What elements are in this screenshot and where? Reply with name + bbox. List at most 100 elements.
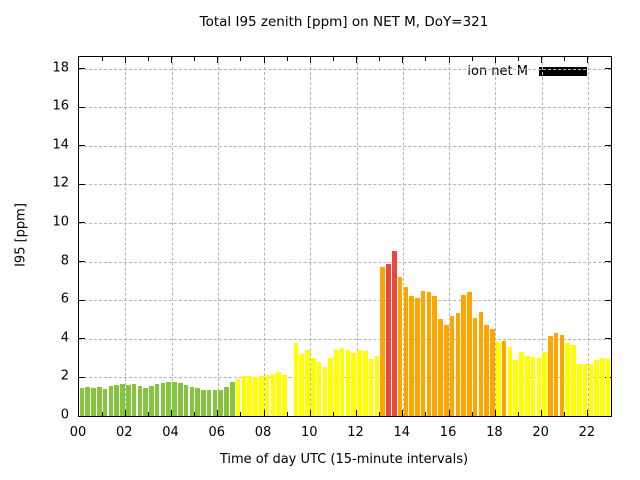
- gridline-v: [449, 57, 451, 416]
- x-tick: [494, 57, 496, 63]
- legend-swatch-icon: [539, 67, 587, 76]
- bar: [91, 388, 96, 416]
- x-tick: [263, 410, 265, 416]
- bar: [496, 341, 501, 416]
- bar: [241, 376, 247, 416]
- x-tick: [356, 410, 358, 416]
- bar: [102, 388, 108, 416]
- bar: [507, 347, 513, 416]
- gridline-v: [217, 57, 219, 416]
- x-tick: [240, 412, 242, 416]
- x-tick: [494, 410, 496, 416]
- y-tick: [79, 376, 85, 378]
- bar: [97, 387, 102, 416]
- y-tick: [79, 145, 85, 147]
- bar: [253, 377, 258, 416]
- y-tick: [605, 338, 611, 340]
- bar: [276, 371, 281, 416]
- x-tick: [448, 57, 450, 63]
- bar: [224, 387, 229, 416]
- x-tick: [471, 412, 473, 416]
- y-tick: [605, 183, 611, 185]
- y-tick: [79, 299, 85, 301]
- bar: [542, 352, 547, 416]
- bar: [258, 376, 264, 416]
- x-tick: [124, 410, 126, 416]
- bar: [548, 335, 553, 416]
- bar: [230, 382, 235, 416]
- bar: [374, 356, 380, 416]
- bar: [588, 363, 594, 416]
- gridline-v: [495, 57, 497, 416]
- legend: ion net M: [467, 64, 587, 79]
- x-tick: [402, 57, 404, 63]
- y-tick: [79, 222, 85, 224]
- x-tick: [171, 410, 173, 416]
- y-tick: [79, 261, 85, 263]
- bar: [577, 363, 582, 416]
- x-tick-label: 00: [69, 425, 87, 440]
- x-tick: [564, 57, 566, 61]
- bar: [108, 386, 114, 416]
- bar: [415, 298, 420, 416]
- bar: [472, 317, 478, 416]
- gridline-h: [79, 68, 611, 70]
- bar: [467, 292, 472, 416]
- y-tick-label: 12: [52, 175, 69, 191]
- bar: [114, 385, 119, 416]
- gridline-h: [79, 338, 611, 340]
- x-tick: [541, 57, 543, 63]
- bar: [79, 388, 85, 416]
- bar: [484, 325, 490, 416]
- bar: [478, 311, 484, 416]
- gridline-v: [541, 57, 543, 416]
- x-tick: [171, 57, 173, 63]
- bar: [351, 353, 357, 416]
- gridline-v: [587, 57, 589, 416]
- gridline-v: [171, 57, 173, 416]
- gridline-h: [79, 300, 611, 302]
- y-tick-label: 4: [60, 330, 69, 346]
- bar: [605, 359, 611, 416]
- bar: [501, 340, 507, 416]
- y-tick-label: 0: [60, 407, 69, 423]
- y-tick: [605, 222, 611, 224]
- x-tick: [379, 412, 381, 416]
- x-tick-label: 10: [301, 425, 318, 440]
- bar: [189, 387, 195, 416]
- bar: [524, 356, 530, 416]
- x-tick: [286, 57, 288, 61]
- bar: [293, 342, 299, 416]
- x-tick-label: 20: [532, 425, 549, 440]
- bar: [131, 384, 137, 416]
- gridline-v: [264, 57, 266, 416]
- x-tick: [517, 57, 519, 61]
- x-tick: [217, 57, 219, 63]
- x-tick: [309, 57, 311, 63]
- bar: [172, 382, 177, 416]
- bar: [235, 379, 241, 416]
- bar: [201, 389, 206, 416]
- x-tick-label: 16: [439, 425, 457, 440]
- bar: [178, 383, 183, 416]
- bar: [397, 277, 403, 416]
- y-tick: [79, 338, 85, 340]
- x-tick: [263, 57, 265, 63]
- bar: [160, 383, 166, 416]
- bar: [530, 357, 536, 416]
- y-tick: [605, 299, 611, 301]
- x-tick: [332, 412, 334, 416]
- bar: [345, 350, 351, 416]
- bar: [368, 359, 374, 416]
- bar: [316, 361, 322, 416]
- x-tick: [517, 412, 519, 416]
- gridline-v: [402, 57, 404, 416]
- bar: [432, 296, 438, 416]
- bar: [195, 388, 200, 416]
- bar: [559, 334, 565, 416]
- bar: [149, 386, 154, 416]
- bar: [582, 363, 588, 416]
- bar: [553, 333, 559, 416]
- gridline-h: [79, 107, 611, 109]
